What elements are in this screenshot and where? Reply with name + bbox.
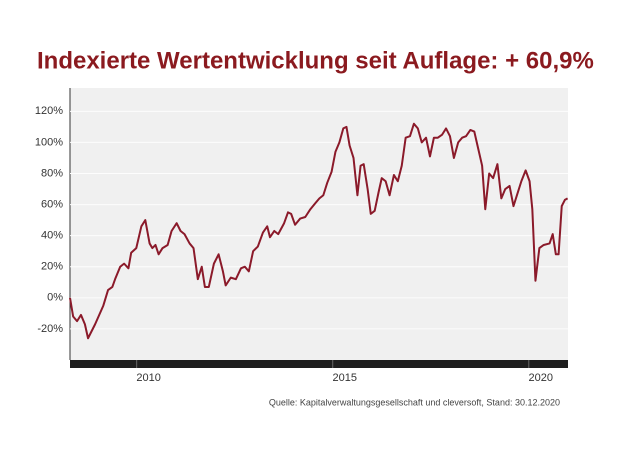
y-tick-label: -20%	[37, 323, 63, 335]
plot	[69, 122, 569, 340]
y-tick-label: 120%	[35, 105, 63, 117]
source-note: Quelle: Kapitalverwaltungsgesellschaft u…	[269, 397, 560, 407]
x-tick-label: 2020	[529, 372, 553, 384]
chart-title: Indexierte Wertentwicklung seit Auflage:…	[37, 47, 594, 74]
data-line	[69, 122, 569, 340]
y-tick-label: 60%	[41, 198, 63, 210]
y-tick-label: 40%	[41, 230, 63, 242]
y-tick-label: 0%	[47, 292, 63, 304]
grid	[70, 110, 568, 330]
y-tick-label: 80%	[41, 167, 63, 179]
x-tick-label: 2010	[136, 372, 160, 384]
x-tick-label: 2015	[332, 372, 356, 384]
y-tick-label: 100%	[35, 136, 63, 148]
x-axis-band	[70, 360, 568, 368]
y-tick-label: 20%	[41, 261, 63, 273]
plot-area	[70, 88, 568, 360]
